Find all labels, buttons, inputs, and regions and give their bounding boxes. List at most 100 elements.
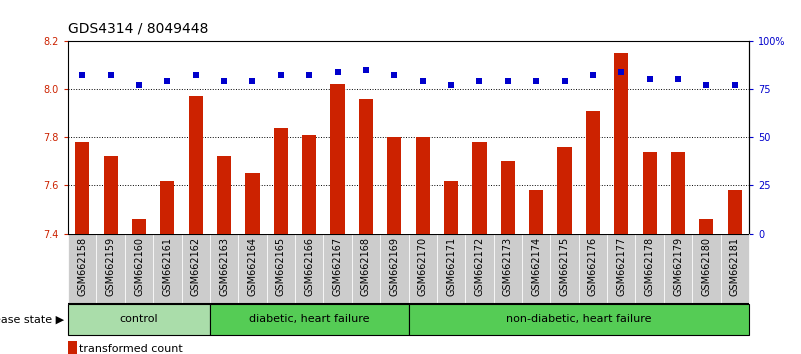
Text: control: control xyxy=(119,314,159,325)
Bar xyxy=(267,234,295,304)
Bar xyxy=(245,173,260,234)
Point xyxy=(501,78,514,84)
Bar xyxy=(416,137,430,234)
Text: GSM662172: GSM662172 xyxy=(474,237,485,296)
Point xyxy=(189,73,202,78)
Text: GSM662175: GSM662175 xyxy=(560,237,570,296)
Text: diabetic, heart failure: diabetic, heart failure xyxy=(249,314,369,325)
Bar xyxy=(550,234,578,304)
Bar xyxy=(189,96,203,234)
Text: GSM662168: GSM662168 xyxy=(361,237,371,296)
Bar xyxy=(324,234,352,304)
Bar xyxy=(727,190,742,234)
Bar xyxy=(557,147,572,234)
Text: GSM662166: GSM662166 xyxy=(304,237,314,296)
Point xyxy=(360,67,372,73)
Text: GSM662164: GSM662164 xyxy=(248,237,257,296)
Bar xyxy=(721,234,749,304)
Text: GSM662170: GSM662170 xyxy=(417,237,428,296)
Point xyxy=(275,73,288,78)
Bar xyxy=(217,156,231,234)
Bar xyxy=(529,190,543,234)
Bar xyxy=(68,341,77,354)
Bar xyxy=(352,234,380,304)
Bar xyxy=(331,84,344,234)
Bar xyxy=(387,137,401,234)
Bar xyxy=(692,234,721,304)
Point xyxy=(473,78,486,84)
Bar xyxy=(380,234,409,304)
Point xyxy=(615,69,628,74)
Bar xyxy=(473,142,486,234)
Point xyxy=(643,76,656,82)
Bar xyxy=(295,234,324,304)
Text: GSM662162: GSM662162 xyxy=(191,237,201,296)
Point xyxy=(586,73,599,78)
Bar xyxy=(614,53,628,234)
Text: GSM662180: GSM662180 xyxy=(702,237,711,296)
Text: GSM662181: GSM662181 xyxy=(730,237,740,296)
Bar xyxy=(444,181,458,234)
Text: GSM662171: GSM662171 xyxy=(446,237,456,296)
Point xyxy=(700,82,713,88)
Bar xyxy=(132,219,146,234)
Bar xyxy=(437,234,465,304)
Point xyxy=(76,73,89,78)
Point xyxy=(388,73,400,78)
Text: GSM662173: GSM662173 xyxy=(503,237,513,296)
Text: GSM662179: GSM662179 xyxy=(673,237,683,296)
Bar xyxy=(160,181,175,234)
Bar xyxy=(465,234,493,304)
Text: GSM662167: GSM662167 xyxy=(332,237,343,296)
Point xyxy=(246,78,259,84)
Bar xyxy=(68,234,96,304)
Text: transformed count: transformed count xyxy=(79,344,183,354)
Point xyxy=(161,78,174,84)
Text: GSM662161: GSM662161 xyxy=(163,237,172,296)
Bar xyxy=(68,304,210,335)
Bar xyxy=(239,234,267,304)
Bar xyxy=(182,234,210,304)
Text: disease state ▶: disease state ▶ xyxy=(0,314,64,325)
Text: GSM662159: GSM662159 xyxy=(106,237,115,296)
Bar xyxy=(274,127,288,234)
Text: GSM662163: GSM662163 xyxy=(219,237,229,296)
Point xyxy=(445,82,457,88)
Bar xyxy=(302,135,316,234)
Bar xyxy=(409,304,749,335)
Bar xyxy=(210,304,409,335)
Text: GDS4314 / 8049448: GDS4314 / 8049448 xyxy=(68,21,208,35)
Bar xyxy=(699,219,714,234)
Bar xyxy=(635,234,664,304)
Bar xyxy=(210,234,239,304)
Bar xyxy=(359,98,373,234)
Bar xyxy=(125,234,153,304)
Bar xyxy=(664,234,692,304)
Text: GSM662177: GSM662177 xyxy=(616,237,626,296)
Bar xyxy=(96,234,125,304)
Text: GSM662178: GSM662178 xyxy=(645,237,654,296)
Bar xyxy=(409,234,437,304)
Point xyxy=(558,78,571,84)
Point xyxy=(728,82,741,88)
Point xyxy=(417,78,429,84)
Text: GSM662174: GSM662174 xyxy=(531,237,541,296)
Point xyxy=(529,78,542,84)
Point xyxy=(671,76,684,82)
Point xyxy=(331,69,344,74)
Text: non-diabetic, heart failure: non-diabetic, heart failure xyxy=(506,314,651,325)
Text: GSM662176: GSM662176 xyxy=(588,237,598,296)
Point xyxy=(303,73,316,78)
Bar xyxy=(586,111,600,234)
Text: GSM662169: GSM662169 xyxy=(389,237,400,296)
Bar xyxy=(671,152,685,234)
Text: GSM662165: GSM662165 xyxy=(276,237,286,296)
Bar xyxy=(75,142,90,234)
Bar xyxy=(493,234,522,304)
Bar xyxy=(578,234,607,304)
Bar xyxy=(642,152,657,234)
Bar xyxy=(522,234,550,304)
Point xyxy=(133,82,146,88)
Bar xyxy=(153,234,182,304)
Text: GSM662158: GSM662158 xyxy=(77,237,87,296)
